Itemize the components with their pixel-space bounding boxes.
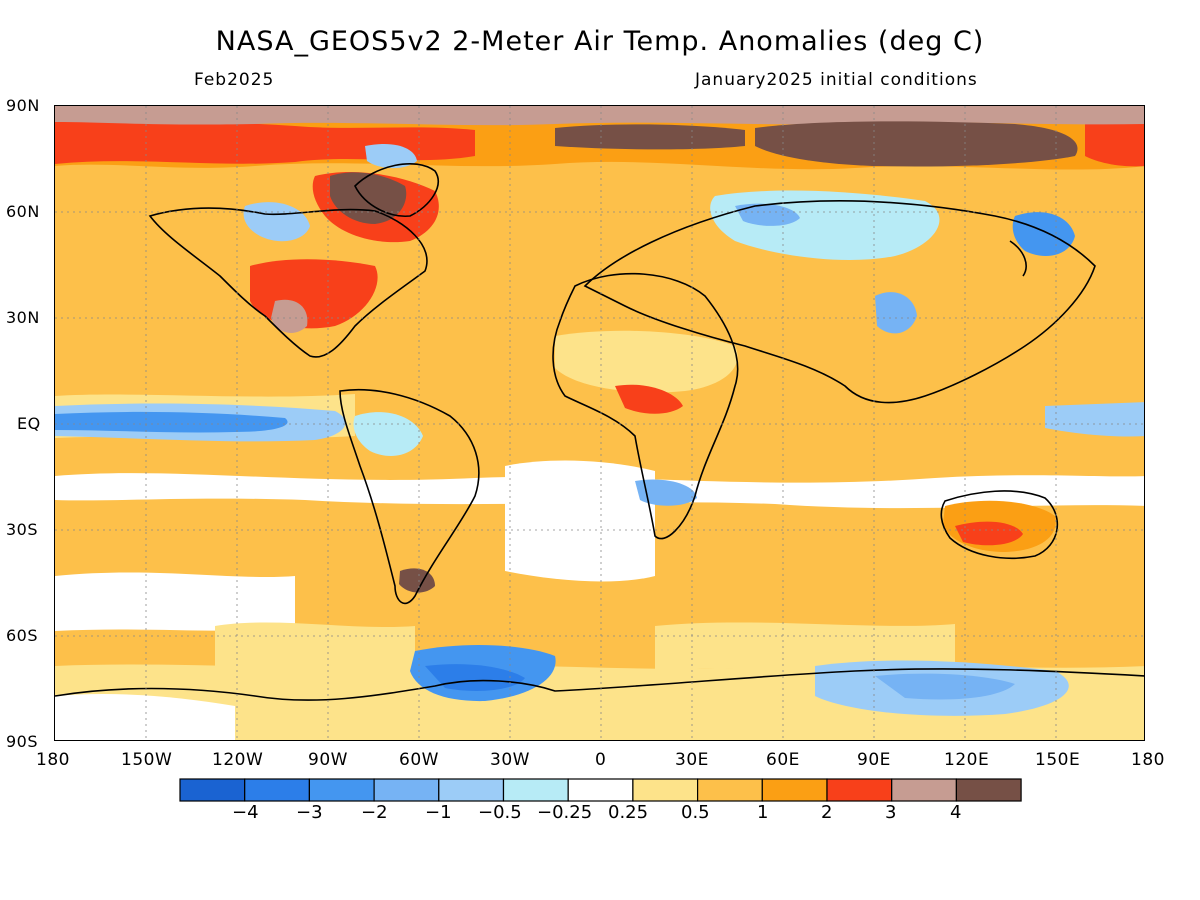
- lon-label-120e: 120E: [944, 750, 990, 770]
- colorbar-swatch: [438, 778, 505, 802]
- region-neutral-south-atlantic: [505, 460, 655, 582]
- lat-label-60s: 60S: [6, 626, 39, 645]
- region-kazakhstan-cool: [735, 203, 800, 226]
- region-equatorial-pacific-cold: [55, 411, 288, 433]
- region-antarctic-neutral-west: [55, 694, 235, 740]
- lat-label-30n: 30N: [6, 308, 40, 327]
- colorbar-label-minus-0-25: −0.25: [537, 802, 593, 823]
- coastline-australia: [940, 490, 1059, 559]
- region-antarctic-peninsula-colder: [425, 664, 525, 691]
- lon-label-60w: 60W: [399, 750, 439, 770]
- lat-label-eq: EQ: [17, 414, 41, 433]
- region-amazon-cool: [353, 412, 423, 456]
- colorbar: [179, 778, 1022, 802]
- region-arctic-russia-very-hot: [555, 124, 745, 150]
- region-arctic-hot-east: [1085, 122, 1144, 167]
- region-greenland-cool: [365, 143, 417, 169]
- colorbar-label-4: 4: [950, 802, 962, 823]
- region-neutral-southeast-pacific: [55, 572, 295, 631]
- anomaly-map: [54, 105, 1145, 741]
- region-central-africa-hot: [615, 384, 683, 414]
- region-polar-cap: [55, 106, 1144, 126]
- lon-label-180e: 180: [1131, 750, 1165, 770]
- coastline-greenland: [354, 163, 439, 217]
- colorbar-swatch: [955, 778, 1022, 802]
- colorbar-swatch: [761, 778, 828, 802]
- colorbar-swatch: [567, 778, 634, 802]
- colorbar-label-minus-1: −1: [425, 802, 452, 823]
- colorbar-swatch: [373, 778, 440, 802]
- colorbar-swatch: [891, 778, 958, 802]
- coastline-eurasia: [583, 200, 1096, 404]
- colorbar-swatch: [502, 778, 569, 802]
- coastline-antarctica: [55, 668, 1144, 701]
- colorbar-label-1: 1: [757, 802, 769, 823]
- region-light-warm-southern-ocean: [655, 622, 955, 671]
- colorbar-label-minus-2: −2: [361, 802, 388, 823]
- lon-label-60e: 60E: [766, 750, 800, 770]
- coastline-south-america: [339, 388, 480, 605]
- colorbar-swatch: [244, 778, 310, 802]
- colorbar-label-minus-4: −4: [232, 802, 259, 823]
- lon-label-30e: 30E: [675, 750, 709, 770]
- lon-label-0: 0: [595, 750, 607, 770]
- region-hudson-bay-very-hot: [330, 172, 407, 224]
- region-light-warm-south-pacific: [215, 622, 415, 671]
- colorbar-swatch: [826, 778, 893, 802]
- lon-label-90e: 90E: [857, 750, 891, 770]
- lat-label-90s: 90S: [6, 732, 39, 751]
- region-south-africa-cool: [635, 479, 697, 506]
- region-mexico-very-hot: [271, 299, 308, 333]
- coastline-africa: [552, 272, 739, 540]
- colorbar-label-0-25: 0.25: [608, 802, 649, 823]
- colorbar-swatch: [696, 778, 763, 802]
- lon-label-150w: 150W: [121, 750, 173, 770]
- colorbar-label-minus-0-5: −0.5: [478, 802, 522, 823]
- colorbar-swatches: [179, 778, 1022, 802]
- region-siberia-very-hot: [755, 121, 1078, 167]
- coastline-japan: [1009, 240, 1027, 277]
- lon-label-180w: 180: [36, 750, 70, 770]
- region-south-asia-cool: [875, 292, 917, 334]
- coastlines: [55, 163, 1144, 701]
- region-east-antarctica-cold: [875, 673, 1015, 700]
- lon-label-120w: 120W: [212, 750, 264, 770]
- colorbar-swatch: [308, 778, 375, 802]
- map-title: NASA_GEOS5v2 2-Meter Air Temp. Anomalies…: [215, 26, 985, 57]
- lat-label-90n: 90N: [6, 96, 40, 115]
- colorbar-swatch: [632, 778, 699, 802]
- initial-conditions-label: January2025 initial conditions: [695, 70, 978, 90]
- graticule: [55, 106, 1144, 740]
- colorbar-label-2: 2: [821, 802, 833, 823]
- lon-label-90w: 90W: [308, 750, 348, 770]
- lat-label-30s: 30S: [6, 520, 39, 539]
- anomaly-map-svg: [55, 106, 1144, 740]
- colorbar-swatch: [179, 778, 246, 802]
- colorbar-label-0-5: 0.5: [681, 802, 710, 823]
- lon-label-30w: 30W: [490, 750, 530, 770]
- colorbar-label-3: 3: [885, 802, 897, 823]
- region-australia-hot: [955, 521, 1023, 546]
- valid-month-label: Feb2025: [194, 70, 275, 90]
- region-east-asia-cold: [1012, 212, 1075, 256]
- lat-label-60n: 60N: [6, 202, 40, 221]
- region-west-pacific-cool: [1045, 402, 1144, 437]
- colorbar-label-minus-3: −3: [296, 802, 323, 823]
- coastline-north-america: [148, 207, 428, 358]
- lon-label-150e: 150E: [1035, 750, 1081, 770]
